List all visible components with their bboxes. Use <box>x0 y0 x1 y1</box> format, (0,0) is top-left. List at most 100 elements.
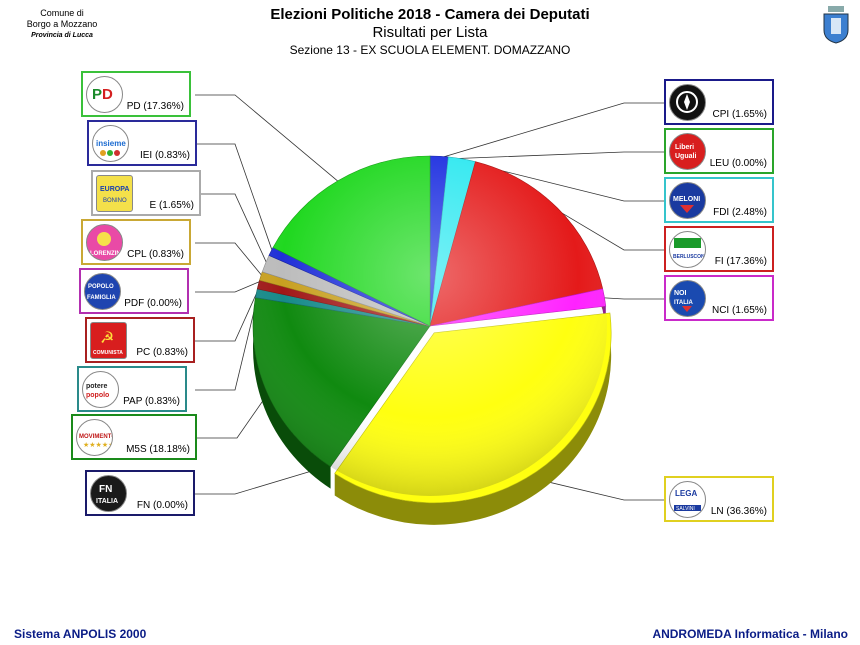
leader-line-pdf <box>195 280 262 293</box>
svg-text:MOVIMENTO: MOVIMENTO <box>79 434 112 440</box>
legend-cpl: LORENZIN CPL (0.83%) <box>81 219 191 265</box>
leader-line-ln <box>524 476 664 501</box>
svg-text:FAMIGLIA: FAMIGLIA <box>87 295 116 301</box>
slice-label-pc: PC (0.83%) <box>136 347 188 358</box>
svg-text:BONINO: BONINO <box>103 198 127 204</box>
slice-label-iei: IEI (0.83%) <box>139 150 190 161</box>
slice-label-ln: LN (36.36%) <box>710 506 767 517</box>
slice-label-m5s: M5S (18.18%) <box>126 444 190 455</box>
svg-text:ITALIA: ITALIA <box>96 498 118 505</box>
page-title: Elezioni Politiche 2018 - Camera dei Dep… <box>270 6 590 23</box>
slice-label-cpi: CPI (1.65%) <box>712 109 767 120</box>
leader-line-pc <box>195 284 261 342</box>
svg-text:MELONI: MELONI <box>673 196 700 203</box>
slice-label-pdf: PDF (0.00%) <box>124 298 182 309</box>
liberi-uguali-logo-icon: Liberi Uguali <box>669 133 706 170</box>
slice-label-nci: NCI (1.65%) <box>711 305 767 316</box>
slice-label-leu: LEU (0.00%) <box>709 158 767 169</box>
leader-line-pd <box>195 94 340 183</box>
slice-label-pap: PAP (0.83%) <box>123 396 180 407</box>
svg-text:POPOLO: POPOLO <box>88 284 114 290</box>
slice-label-fdi: FDI (2.48%) <box>713 207 767 218</box>
leader-lines <box>195 94 664 501</box>
pie-slices <box>252 155 612 504</box>
legend-fi: BERLUSCONI FI (17.36%) <box>664 226 774 272</box>
footer-vendor: ANDROMEDA Informatica - Milano <box>652 627 848 641</box>
svg-text:BERLUSCONI: BERLUSCONI <box>673 254 705 260</box>
potere-al-popolo-logo-icon: potere popolo <box>82 371 119 408</box>
legend-iei: insieme IEI (0.83%) <box>87 120 197 166</box>
svg-text:ITALIA: ITALIA <box>674 300 694 306</box>
partito-comunista-logo-icon: ☭ COMUNISTA <box>90 322 127 359</box>
legend-ln: LEGA SALVINI LN (36.36%) <box>664 476 774 522</box>
comune-line1: Comune di <box>40 8 84 18</box>
legend-m5s: MOVIMENTO★★★★★ M5S (18.18%) <box>71 414 197 460</box>
slice-label-fi: FI (17.36%) <box>714 256 767 267</box>
svg-text:LEGA: LEGA <box>675 489 697 498</box>
leader-line-pap <box>195 293 259 391</box>
section-name: Sezione 13 - EX SCUOLA ELEMENT. DOMAZZAN… <box>289 43 571 57</box>
fratelli-italia-logo-icon: MELONI <box>669 182 706 219</box>
leader-line-nci <box>602 297 664 300</box>
slice-label-pd: PD (17.36%) <box>126 101 184 112</box>
popolo-famiglia-logo-icon: POPOLO FAMIGLIA <box>84 273 121 310</box>
pie-gloss <box>253 156 607 496</box>
leader-line-cpl <box>195 242 264 277</box>
legend-leu: Liberi Uguali LEU (0.00%) <box>664 128 774 174</box>
lega-logo-icon: LEGA SALVINI <box>669 481 706 518</box>
svg-text:EUROPA: EUROPA <box>100 186 129 193</box>
comune-line3: Provincia di Lucca <box>31 32 93 39</box>
svg-text:☭: ☭ <box>100 328 114 347</box>
slice-label-cpl: CPL (0.83%) <box>127 249 184 260</box>
svg-text:SALVINI: SALVINI <box>676 506 695 512</box>
svg-text:LORENZIN: LORENZIN <box>90 251 121 257</box>
civica-popolare-logo-icon: LORENZIN <box>86 224 123 261</box>
svg-text:Liberi: Liberi <box>675 144 694 151</box>
svg-text:NOI: NOI <box>674 290 687 297</box>
legend-nci: NOI ITALIA NCI (1.65%) <box>664 275 774 321</box>
pie-depth-m5s <box>253 297 331 489</box>
legend-fn: FN ITALIA FN (0.00%) <box>85 470 195 516</box>
footer-system: Sistema ANPOLIS 2000 <box>14 627 147 641</box>
svg-text:FN: FN <box>99 484 112 495</box>
m5s-logo-icon: MOVIMENTO★★★★★ <box>76 419 113 456</box>
crest-icon <box>823 6 849 44</box>
svg-text:COMUNISTA: COMUNISTA <box>93 350 123 356</box>
comune-logo-text: Comune di Borgo a Mozzano Provincia di L… <box>14 8 110 41</box>
comune-line2: Borgo a Mozzano <box>26 19 98 29</box>
chart-header: Elezioni Politiche 2018 - Camera dei Dep… <box>200 6 660 58</box>
pie-depth-ln <box>334 312 612 525</box>
europa-logo-icon: EUROPA BONINO <box>96 175 133 212</box>
legend-cpi: CPI (1.65%) <box>664 79 774 125</box>
svg-text:popolo: popolo <box>86 392 109 399</box>
casapound-logo-icon <box>669 84 706 121</box>
svg-text:insieme: insieme <box>96 139 126 148</box>
forza-nuova-logo-icon: FN ITALIA <box>90 475 127 512</box>
leader-line-iei <box>195 143 274 253</box>
legend-pap: potere popolo PAP (0.83%) <box>77 366 187 412</box>
page-subtitle: Risultati per Lista <box>372 24 488 41</box>
legend-pdf: POPOLO FAMIGLIA PDF (0.00%) <box>79 268 189 314</box>
svg-text:P: P <box>92 86 102 103</box>
leader-line-fi <box>555 209 664 251</box>
legend-fdi: MELONI FDI (2.48%) <box>664 177 774 223</box>
leader-line-fn <box>195 464 332 495</box>
legend-pc: ☭ COMUNISTA PC (0.83%) <box>85 317 195 363</box>
svg-text:Uguali: Uguali <box>675 153 696 160</box>
insieme-logo-icon: insieme <box>92 125 129 162</box>
svg-text:D: D <box>102 86 113 103</box>
noi-con-italia-logo-icon: NOI ITALIA <box>669 280 706 317</box>
leader-line-fdi <box>461 160 664 202</box>
leader-line-leu <box>448 151 664 160</box>
leader-line-m5s <box>197 391 270 439</box>
slice-label-fn: FN (0.00%) <box>136 500 188 511</box>
forza-italia-logo-icon: BERLUSCONI <box>669 231 706 268</box>
slice-label-e: E (1.65%) <box>149 200 194 211</box>
legend-e: EUROPA BONINO E (1.65%) <box>91 170 201 216</box>
leader-line-e <box>195 193 268 265</box>
svg-text:potere: potere <box>86 383 108 390</box>
leader-line-cpi <box>438 102 664 159</box>
